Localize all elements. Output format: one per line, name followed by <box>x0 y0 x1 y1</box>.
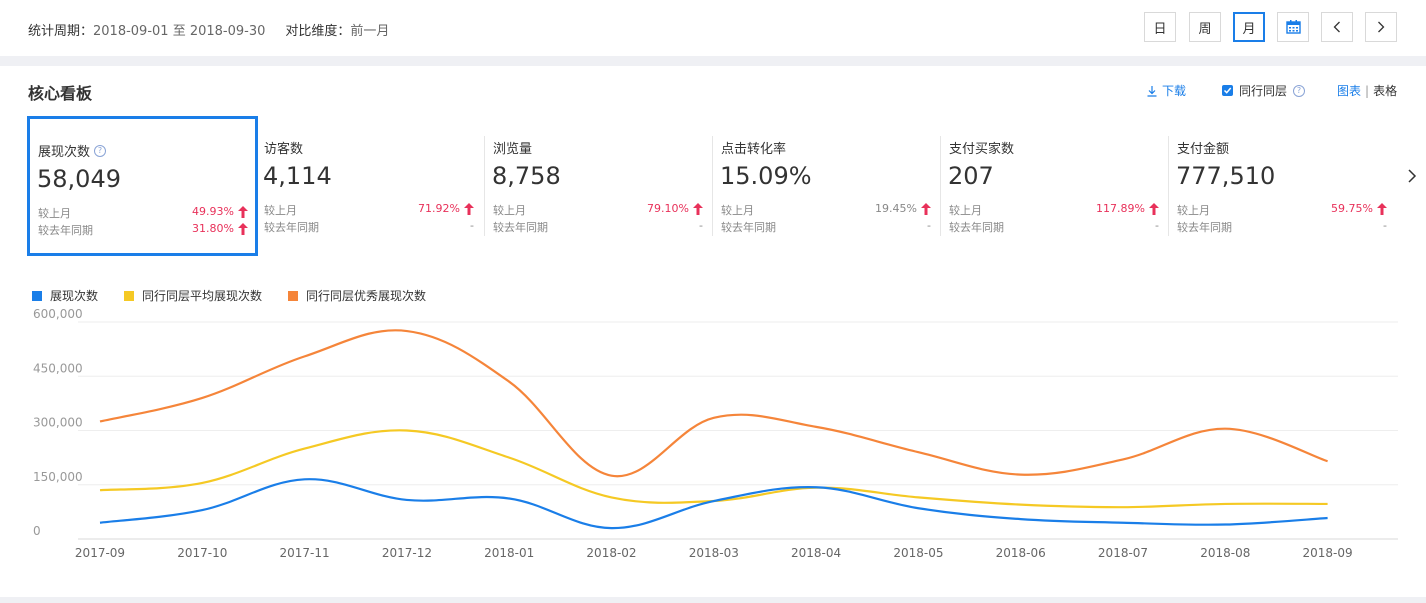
arrow-up-icon <box>464 202 474 215</box>
check-icon <box>1223 87 1232 94</box>
metric-title: 支付买家数 <box>949 142 1015 157</box>
card-divider <box>484 136 485 236</box>
x-tick-label: 2018-08 <box>1200 546 1250 560</box>
download-button[interactable]: 下载 <box>1146 82 1186 99</box>
peer-toggle[interactable]: 同行同层 ? <box>1222 82 1306 99</box>
card-divider <box>712 136 713 236</box>
metric-title: 展现次数? <box>38 141 107 160</box>
y-tick-label: 300,000 <box>33 416 83 430</box>
compare-label: 对比维度： <box>285 24 351 39</box>
panel-title: 核心看板 <box>28 84 93 103</box>
x-tick-label: 2018-09 <box>1303 546 1353 560</box>
calendar-icon <box>1285 20 1301 34</box>
metric-value: 777,510 <box>1176 162 1276 190</box>
metric-value: 207 <box>948 162 994 190</box>
next-period-button[interactable] <box>1365 12 1397 42</box>
metric-value: 15.09% <box>720 162 812 190</box>
chevron-left-icon <box>1333 21 1340 33</box>
chart-legend: 展现次数 同行同层平均展现次数 同行同层优秀展现次数 <box>32 287 426 304</box>
x-tick-label: 2018-06 <box>996 546 1046 560</box>
day-button[interactable]: 日 <box>1144 12 1176 42</box>
download-icon <box>1147 85 1157 97</box>
x-tick-label: 2018-02 <box>586 546 636 560</box>
arrow-up-icon <box>1149 202 1159 215</box>
series-line-2 <box>99 329 1328 478</box>
x-tick-label: 2018-03 <box>689 546 739 560</box>
x-tick-label: 2017-11 <box>280 546 330 560</box>
view-chart-tab[interactable]: 图表 <box>1337 84 1362 98</box>
x-tick-label: 2018-01 <box>484 546 534 560</box>
x-tick-label: 2018-05 <box>893 546 943 560</box>
y-tick-label: 450,000 <box>33 361 83 375</box>
legend-item[interactable]: 同行同层平均展现次数 <box>124 287 262 304</box>
x-tick-label: 2017-09 <box>75 546 125 560</box>
peer-checkbox[interactable] <box>1222 85 1233 96</box>
x-tick-label: 2017-12 <box>382 546 432 560</box>
y-tick-label: 0 <box>33 524 41 538</box>
series-line-0 <box>99 478 1328 530</box>
series-line-1 <box>99 429 1328 509</box>
metric-card-conversion[interactable]: 点击转化率 15.09% 较上月 19.45% 较去年同期 - <box>713 116 941 256</box>
compare-value: 前一月 <box>350 24 390 39</box>
top-bar: 统计周期：2018-09-01 至 2018-09-30 对比维度：前一月 日 周… <box>0 0 1426 56</box>
section-divider <box>0 56 1426 66</box>
prev-period-button[interactable] <box>1321 12 1353 42</box>
metric-card-payment[interactable]: 支付金额 777,510 较上月 59.75% 较去年同期 - <box>1169 116 1397 256</box>
bottom-divider <box>0 597 1426 603</box>
metric-value: 4,114 <box>263 162 332 190</box>
help-icon[interactable]: ? <box>1293 84 1306 97</box>
month-button[interactable]: 月 <box>1233 12 1265 42</box>
card-divider <box>1168 136 1169 236</box>
period-label: 统计周期： <box>28 24 94 39</box>
arrow-up-icon <box>693 202 703 215</box>
cards-next-icon[interactable] <box>1405 166 1419 186</box>
period-info: 统计周期：2018-09-01 至 2018-09-30 对比维度：前一月 <box>28 20 389 39</box>
arrow-up-icon <box>238 222 248 235</box>
legend-swatch <box>124 290 135 301</box>
legend-item[interactable]: 同行同层优秀展现次数 <box>288 287 426 304</box>
metric-value: 58,049 <box>37 165 121 193</box>
metric-title: 访客数 <box>264 142 304 157</box>
help-icon[interactable]: ? <box>94 144 107 157</box>
legend-swatch <box>288 290 299 301</box>
download-label: 下载 <box>1162 84 1187 98</box>
y-tick-label: 150,000 <box>33 470 83 484</box>
arrow-up-icon <box>921 202 931 215</box>
metric-title: 点击转化率 <box>721 142 787 157</box>
legend-swatch <box>32 290 42 301</box>
arrow-up-icon <box>238 205 248 218</box>
metric-card-visitors[interactable]: 访客数 4,114 较上月 71.92% 较去年同期 - <box>256 116 485 256</box>
x-tick-label: 2018-04 <box>791 546 841 560</box>
metric-value: 8,758 <box>492 162 561 190</box>
period-value: 2018-09-01 至 2018-09-30 <box>93 24 266 39</box>
y-tick-label: 600,000 <box>33 307 83 321</box>
metric-title: 支付金额 <box>1177 142 1230 157</box>
line-chart: 0 150,000 300,000 450,000 600,000 2017-09 2017… <box>33 307 1398 560</box>
chevron-right-icon <box>1378 21 1385 33</box>
view-switch: 图表 | 表格 <box>1337 84 1398 98</box>
arrow-up-icon <box>1377 202 1387 215</box>
calendar-button[interactable] <box>1277 12 1309 42</box>
week-button[interactable]: 周 <box>1189 12 1221 42</box>
metric-card-impressions[interactable]: 展现次数? 58,049 较上月 49.93% 较去年同期 31.80% <box>27 116 258 256</box>
legend-item[interactable]: 展现次数 <box>32 287 98 304</box>
metric-title: 浏览量 <box>493 142 533 157</box>
metric-card-buyers[interactable]: 支付买家数 207 较上月 117.89% 较去年同期 - <box>941 116 1169 256</box>
x-tick-label: 2017-10 <box>177 546 227 560</box>
metric-card-pageviews[interactable]: 浏览量 8,758 较上月 79.10% 较去年同期 - <box>485 116 713 256</box>
peer-label: 同行同层 <box>1239 84 1288 98</box>
card-divider <box>940 136 941 236</box>
view-table-tab[interactable]: 表格 <box>1373 84 1398 98</box>
x-tick-label: 2018-07 <box>1098 546 1148 560</box>
